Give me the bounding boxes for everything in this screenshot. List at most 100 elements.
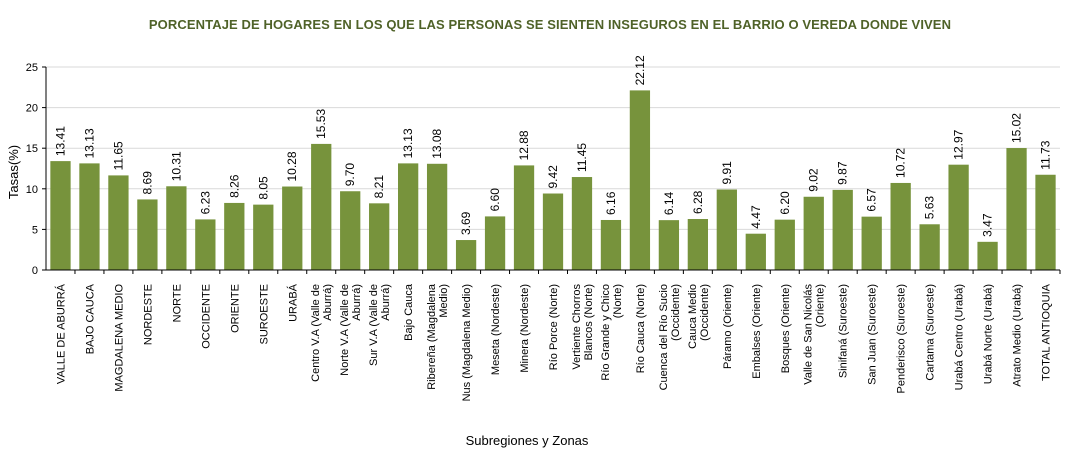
data-label: 13.13 bbox=[401, 128, 415, 158]
x-tick-label: Sur V.A (Valle deAburrá) bbox=[368, 284, 392, 366]
x-tick-label: Vertiente ChorrosBlancos (Norte) bbox=[571, 284, 595, 370]
x-tick-label: Valle de San Nicolás(Oriente) bbox=[803, 284, 827, 385]
x-tick-label: ORIENTE bbox=[229, 284, 241, 333]
bar bbox=[166, 186, 187, 270]
x-tick-label: Embalses (Oriente) bbox=[751, 284, 763, 379]
x-tick-label: Sinifaná (Suroeste) bbox=[838, 284, 850, 378]
bar bbox=[253, 204, 274, 270]
x-tick-label: Meseta (Nordeste) bbox=[490, 284, 502, 375]
y-tick-label: 5 bbox=[32, 224, 38, 236]
x-tick-label: Cauca Medio(Occidente) bbox=[687, 284, 711, 349]
data-label: 6.16 bbox=[604, 191, 618, 215]
x-tick-label: OCCIDENTE bbox=[200, 284, 212, 349]
bar bbox=[426, 163, 448, 270]
y-tick-label: 15 bbox=[26, 143, 38, 155]
data-label: 9.87 bbox=[836, 161, 850, 185]
bar bbox=[484, 216, 506, 270]
y-tick-label: 20 bbox=[26, 103, 38, 115]
axes bbox=[42, 66, 1061, 274]
x-tick-label: TOTAL ANTIOQUIA bbox=[1041, 283, 1053, 381]
bar bbox=[919, 224, 940, 270]
y-tick-label: 10 bbox=[26, 184, 38, 196]
x-tick-label: Río Porce (Norte) bbox=[548, 284, 560, 370]
data-label: 8.21 bbox=[372, 175, 386, 199]
bar bbox=[571, 177, 593, 270]
bar bbox=[745, 233, 766, 270]
data-label: 6.28 bbox=[691, 190, 705, 214]
y-tick-label: 0 bbox=[32, 265, 38, 277]
tick-labels: 0 5 10 15 20 25 VALLE DE ABURRÁ BAJO CAUCA MAGDA… bbox=[26, 62, 1053, 401]
x-tick-label: Atrato Medio (Urabá) bbox=[1012, 284, 1024, 387]
data-label: 12.88 bbox=[517, 130, 531, 160]
x-tick-label: Río Cauca (Norte) bbox=[635, 284, 647, 373]
data-label: 11.45 bbox=[575, 143, 589, 172]
data-label: 11.73 bbox=[1039, 140, 1053, 169]
bar bbox=[861, 216, 882, 270]
x-tick-label: Cuenca del Río Sucio(Occidente) bbox=[658, 284, 682, 390]
data-label: 9.70 bbox=[343, 163, 357, 187]
bar bbox=[803, 196, 824, 270]
data-label: 8.05 bbox=[256, 176, 270, 200]
bar bbox=[224, 202, 245, 270]
bar bbox=[311, 143, 332, 270]
x-tick-label: Río Grande y Chico(Norte) bbox=[600, 284, 624, 381]
x-tick-label: URABÁ bbox=[286, 283, 299, 322]
data-label: 6.14 bbox=[662, 191, 676, 215]
bar bbox=[832, 189, 853, 270]
bar bbox=[50, 161, 71, 270]
data-label: 5.63 bbox=[923, 196, 937, 220]
y-tick-label: 25 bbox=[26, 62, 38, 74]
x-tick-label: Norte V.A (Valle deAburrá) bbox=[339, 284, 363, 376]
chart-title: PORCENTAJE DE HOGARES EN LOS QUE LAS PER… bbox=[148, 17, 952, 32]
bar bbox=[340, 191, 361, 270]
x-tick-label: Nus (Magdalena Medio) bbox=[461, 284, 473, 401]
data-label: 9.02 bbox=[807, 168, 821, 192]
bar bbox=[398, 163, 419, 270]
x-tick-label: MAGDALENA MEDIO bbox=[113, 284, 125, 392]
data-label: 15.02 bbox=[1010, 113, 1024, 143]
bar bbox=[137, 199, 158, 270]
bar bbox=[600, 219, 622, 270]
bar bbox=[513, 165, 535, 270]
data-label: 15.53 bbox=[314, 109, 328, 139]
bar bbox=[890, 182, 911, 270]
data-label: 6.20 bbox=[778, 191, 792, 215]
x-tick-label: Páramo (Oriente) bbox=[722, 284, 734, 369]
data-label: 3.47 bbox=[981, 213, 995, 237]
data-label: 6.60 bbox=[488, 188, 502, 212]
data-label: 10.72 bbox=[894, 148, 908, 178]
bar bbox=[948, 164, 969, 270]
y-axis-label: Tasas(%) bbox=[6, 145, 21, 199]
bar bbox=[774, 219, 795, 270]
x-tick-label: Cartama (Suroeste) bbox=[925, 284, 937, 381]
data-label: 6.23 bbox=[198, 191, 212, 215]
data-label: 10.28 bbox=[285, 151, 299, 181]
bar bbox=[658, 220, 680, 270]
x-tick-label: Bosques (Oriente) bbox=[780, 284, 792, 373]
x-axis-label: Subregiones y Zonas bbox=[466, 433, 589, 448]
bars bbox=[50, 90, 1056, 270]
data-label: 10.31 bbox=[169, 151, 183, 181]
x-tick-label: San Juan (Suroeste) bbox=[867, 284, 879, 385]
bar bbox=[1035, 174, 1056, 270]
x-tick-label: Urabá Norte (Urabá) bbox=[983, 284, 995, 384]
data-label: 13.41 bbox=[53, 126, 67, 156]
x-tick-label: NORDESTE bbox=[142, 284, 154, 345]
data-label: 13.13 bbox=[82, 128, 96, 158]
bar bbox=[629, 90, 651, 270]
x-tick-label: Ribereña (MagdalenaMedio) bbox=[426, 283, 450, 390]
x-tick-label: Centro V.A (Valle deAburrá) bbox=[310, 284, 334, 382]
bar bbox=[716, 189, 737, 270]
x-tick-label: SUROESTE bbox=[258, 284, 270, 345]
x-tick-label: Penderisco (Suroeste) bbox=[896, 284, 908, 393]
x-tick-label: Minera (Nordeste) bbox=[519, 284, 531, 373]
bar bbox=[1006, 148, 1027, 270]
bar bbox=[79, 163, 100, 270]
bar bbox=[195, 219, 216, 270]
x-tick-label: NORTE bbox=[171, 284, 183, 322]
data-label: 4.47 bbox=[749, 205, 763, 229]
bar bbox=[687, 219, 708, 270]
x-tick-label: BAJO CAUCA bbox=[84, 283, 96, 354]
